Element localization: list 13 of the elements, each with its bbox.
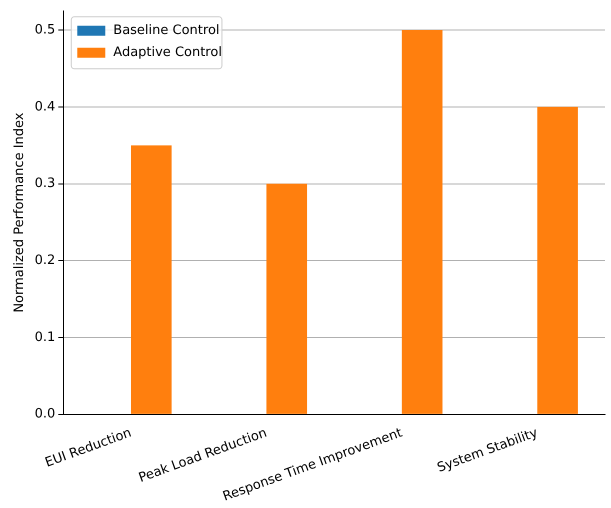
y-axis-title: Normalized Performance Index <box>12 112 28 313</box>
bar <box>537 106 578 414</box>
y-tick-label: 0.2 <box>34 253 56 268</box>
bar <box>266 184 308 414</box>
bar <box>130 145 172 414</box>
y-tick-label: 0.1 <box>34 330 56 345</box>
y-tick-label: 0.4 <box>34 99 56 114</box>
legend-label: Baseline Control <box>113 23 220 38</box>
y-tick-label: 0.0 <box>34 406 56 422</box>
bar <box>402 30 442 414</box>
y-tick-label: 0.5 <box>34 22 56 38</box>
y-tick-label: 0.3 <box>34 176 56 192</box>
legend-label: Adaptive Control <box>113 45 222 60</box>
